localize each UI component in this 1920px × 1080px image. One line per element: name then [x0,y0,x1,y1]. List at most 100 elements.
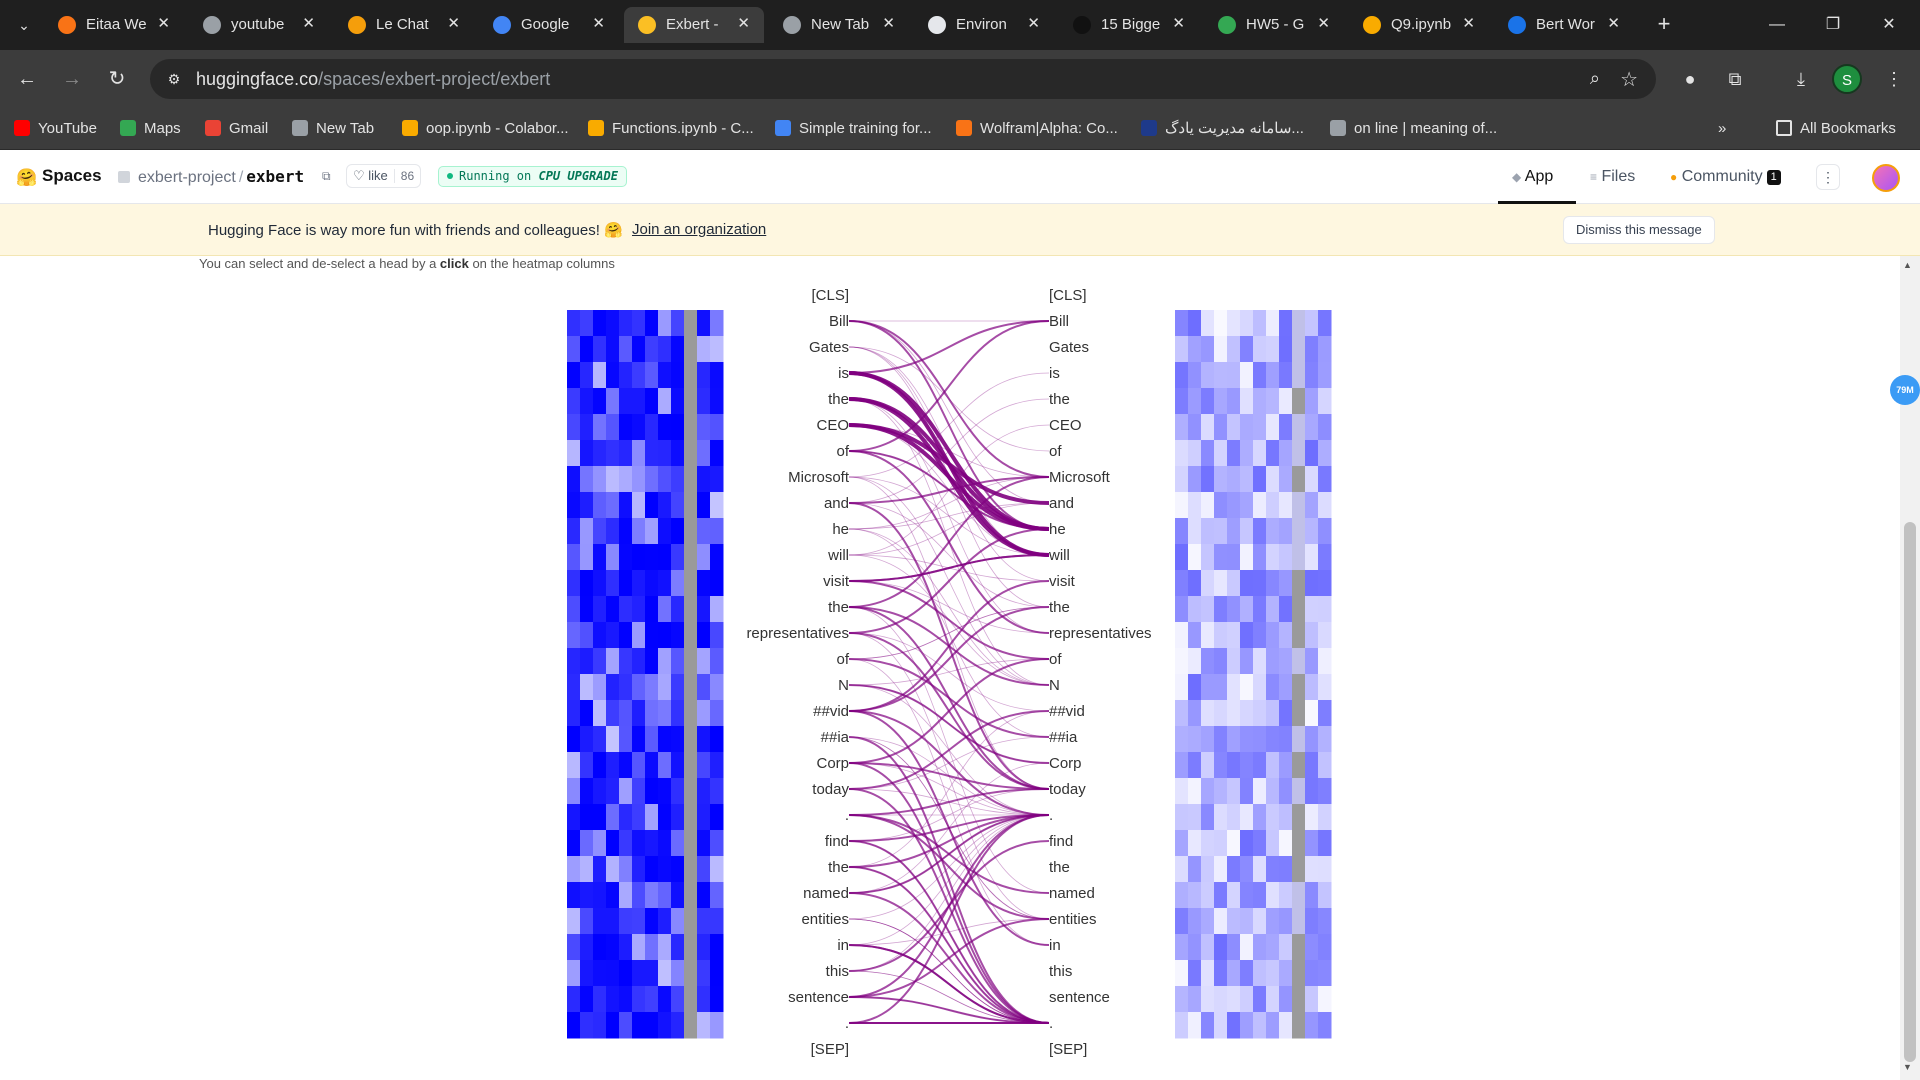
heatmap-cell[interactable] [1279,908,1293,935]
bookmarks-overflow-icon[interactable]: » [1718,120,1727,137]
heatmap-cell[interactable] [593,1012,607,1039]
heatmap-cell[interactable] [1240,518,1254,545]
heatmap-cell[interactable] [684,622,698,649]
bookmark-item[interactable]: oop.ipynb - Colabor... [402,117,569,141]
heatmap-cell[interactable] [1240,466,1254,493]
heatmap-cell[interactable] [606,336,620,363]
heatmap-cell[interactable] [593,414,607,441]
heatmap-cell[interactable] [671,986,685,1013]
side-badge[interactable]: 79M [1890,375,1920,405]
heatmap-cell[interactable] [684,596,698,623]
heatmap-cell[interactable] [697,882,711,909]
right-token[interactable]: sentence [1049,989,1110,1006]
heatmap-cell[interactable] [593,674,607,701]
tab-close-icon[interactable]: ✕ [302,15,315,32]
heatmap-cell[interactable] [645,908,659,935]
heatmap-cell[interactable] [645,1012,659,1039]
heatmap-cell[interactable] [1175,986,1189,1013]
heatmap-cell[interactable] [1318,622,1332,649]
bookmark-item[interactable]: New Tab [292,117,374,141]
heatmap-cell[interactable] [606,856,620,883]
heatmap-cell[interactable] [1175,960,1189,987]
heatmap-cell[interactable] [632,674,646,701]
heatmap-cell[interactable] [658,986,672,1013]
heatmap-cell[interactable] [1227,752,1241,779]
heatmap-cell[interactable] [710,804,724,831]
heatmap-cell[interactable] [567,830,581,857]
heatmap-cell[interactable] [1266,518,1280,545]
heatmap-cell[interactable] [1188,830,1202,857]
heatmap-cell[interactable] [1305,830,1319,857]
heatmap-cell[interactable] [593,518,607,545]
heatmap-cell[interactable] [619,986,633,1013]
heatmap-cell[interactable] [1253,960,1267,987]
heatmap-cell[interactable] [593,882,607,909]
heatmap-cell[interactable] [619,726,633,753]
heatmap-cell[interactable] [1266,648,1280,675]
heatmap-cell[interactable] [658,726,672,753]
heatmap-cell[interactable] [1240,596,1254,623]
left-token[interactable]: Bill [829,313,849,330]
heatmap-cell[interactable] [1253,466,1267,493]
heatmap-cell[interactable] [567,700,581,727]
heatmap-cell[interactable] [671,362,685,389]
heatmap-cell[interactable] [1214,518,1228,545]
heatmap-cell[interactable] [619,570,633,597]
left-token[interactable]: named [803,885,849,902]
heatmap-cell[interactable] [580,388,594,415]
heatmap-cell[interactable] [658,804,672,831]
heatmap-cell[interactable] [645,882,659,909]
heatmap-cell[interactable] [606,726,620,753]
heatmap-cell[interactable] [606,388,620,415]
heatmap-cell[interactable] [1253,336,1267,363]
browser-tab[interactable]: Bert Wor ✕ [1494,7,1634,43]
heatmap-cell[interactable] [1266,726,1280,753]
heatmap-cell[interactable] [619,466,633,493]
heatmap-cell[interactable] [1227,1012,1241,1039]
heatmap-cell[interactable] [1240,752,1254,779]
tab-close-icon[interactable]: ✕ [1607,15,1620,32]
heatmap-cell[interactable] [710,440,724,467]
heatmap-cell[interactable] [606,648,620,675]
bookmark-item[interactable]: Functions.ipynb - C... [588,117,754,141]
heatmap-cell[interactable] [658,336,672,363]
right-token[interactable]: . [1049,1015,1053,1032]
heatmap-cell[interactable] [1318,700,1332,727]
left-token[interactable]: the [828,599,849,616]
heatmap-cell[interactable] [1292,700,1306,727]
heatmap-cell[interactable] [580,960,594,987]
heatmap-cell[interactable] [1279,388,1293,415]
heatmap-cell[interactable] [567,518,581,545]
user-avatar[interactable] [1872,164,1900,192]
heatmap-cell[interactable] [645,544,659,571]
heatmap-cell[interactable] [1292,752,1306,779]
heatmap-cell[interactable] [684,700,698,727]
heatmap-cell[interactable] [1318,804,1332,831]
right-token[interactable]: visit [1049,573,1076,590]
right-token[interactable]: will [1048,547,1070,564]
heatmap-cell[interactable] [1188,856,1202,883]
heatmap-cell[interactable] [697,440,711,467]
heatmap-cell[interactable] [593,752,607,779]
right-token[interactable]: N [1049,677,1060,694]
heatmap-cell[interactable] [1292,388,1306,415]
heatmap-cell[interactable] [1240,388,1254,415]
heatmap-cell[interactable] [671,440,685,467]
right-token[interactable]: in [1049,937,1061,954]
heatmap-cell[interactable] [671,882,685,909]
heatmap-cell[interactable] [567,674,581,701]
heatmap-cell[interactable] [1175,700,1189,727]
heatmap-cell[interactable] [580,804,594,831]
heatmap-cell[interactable] [593,362,607,389]
heatmap-cell[interactable] [1175,934,1189,961]
left-token[interactable]: this [826,963,849,980]
heatmap-cell[interactable] [1201,466,1215,493]
heatmap-cell[interactable] [684,752,698,779]
heatmap-cell[interactable] [684,882,698,909]
heatmap-cell[interactable] [684,310,698,337]
heatmap-cell[interactable] [1266,1012,1280,1039]
heatmap-cell[interactable] [619,336,633,363]
heatmap-cell[interactable] [658,934,672,961]
heatmap-cell[interactable] [593,570,607,597]
heatmap-cell[interactable] [1240,1012,1254,1039]
